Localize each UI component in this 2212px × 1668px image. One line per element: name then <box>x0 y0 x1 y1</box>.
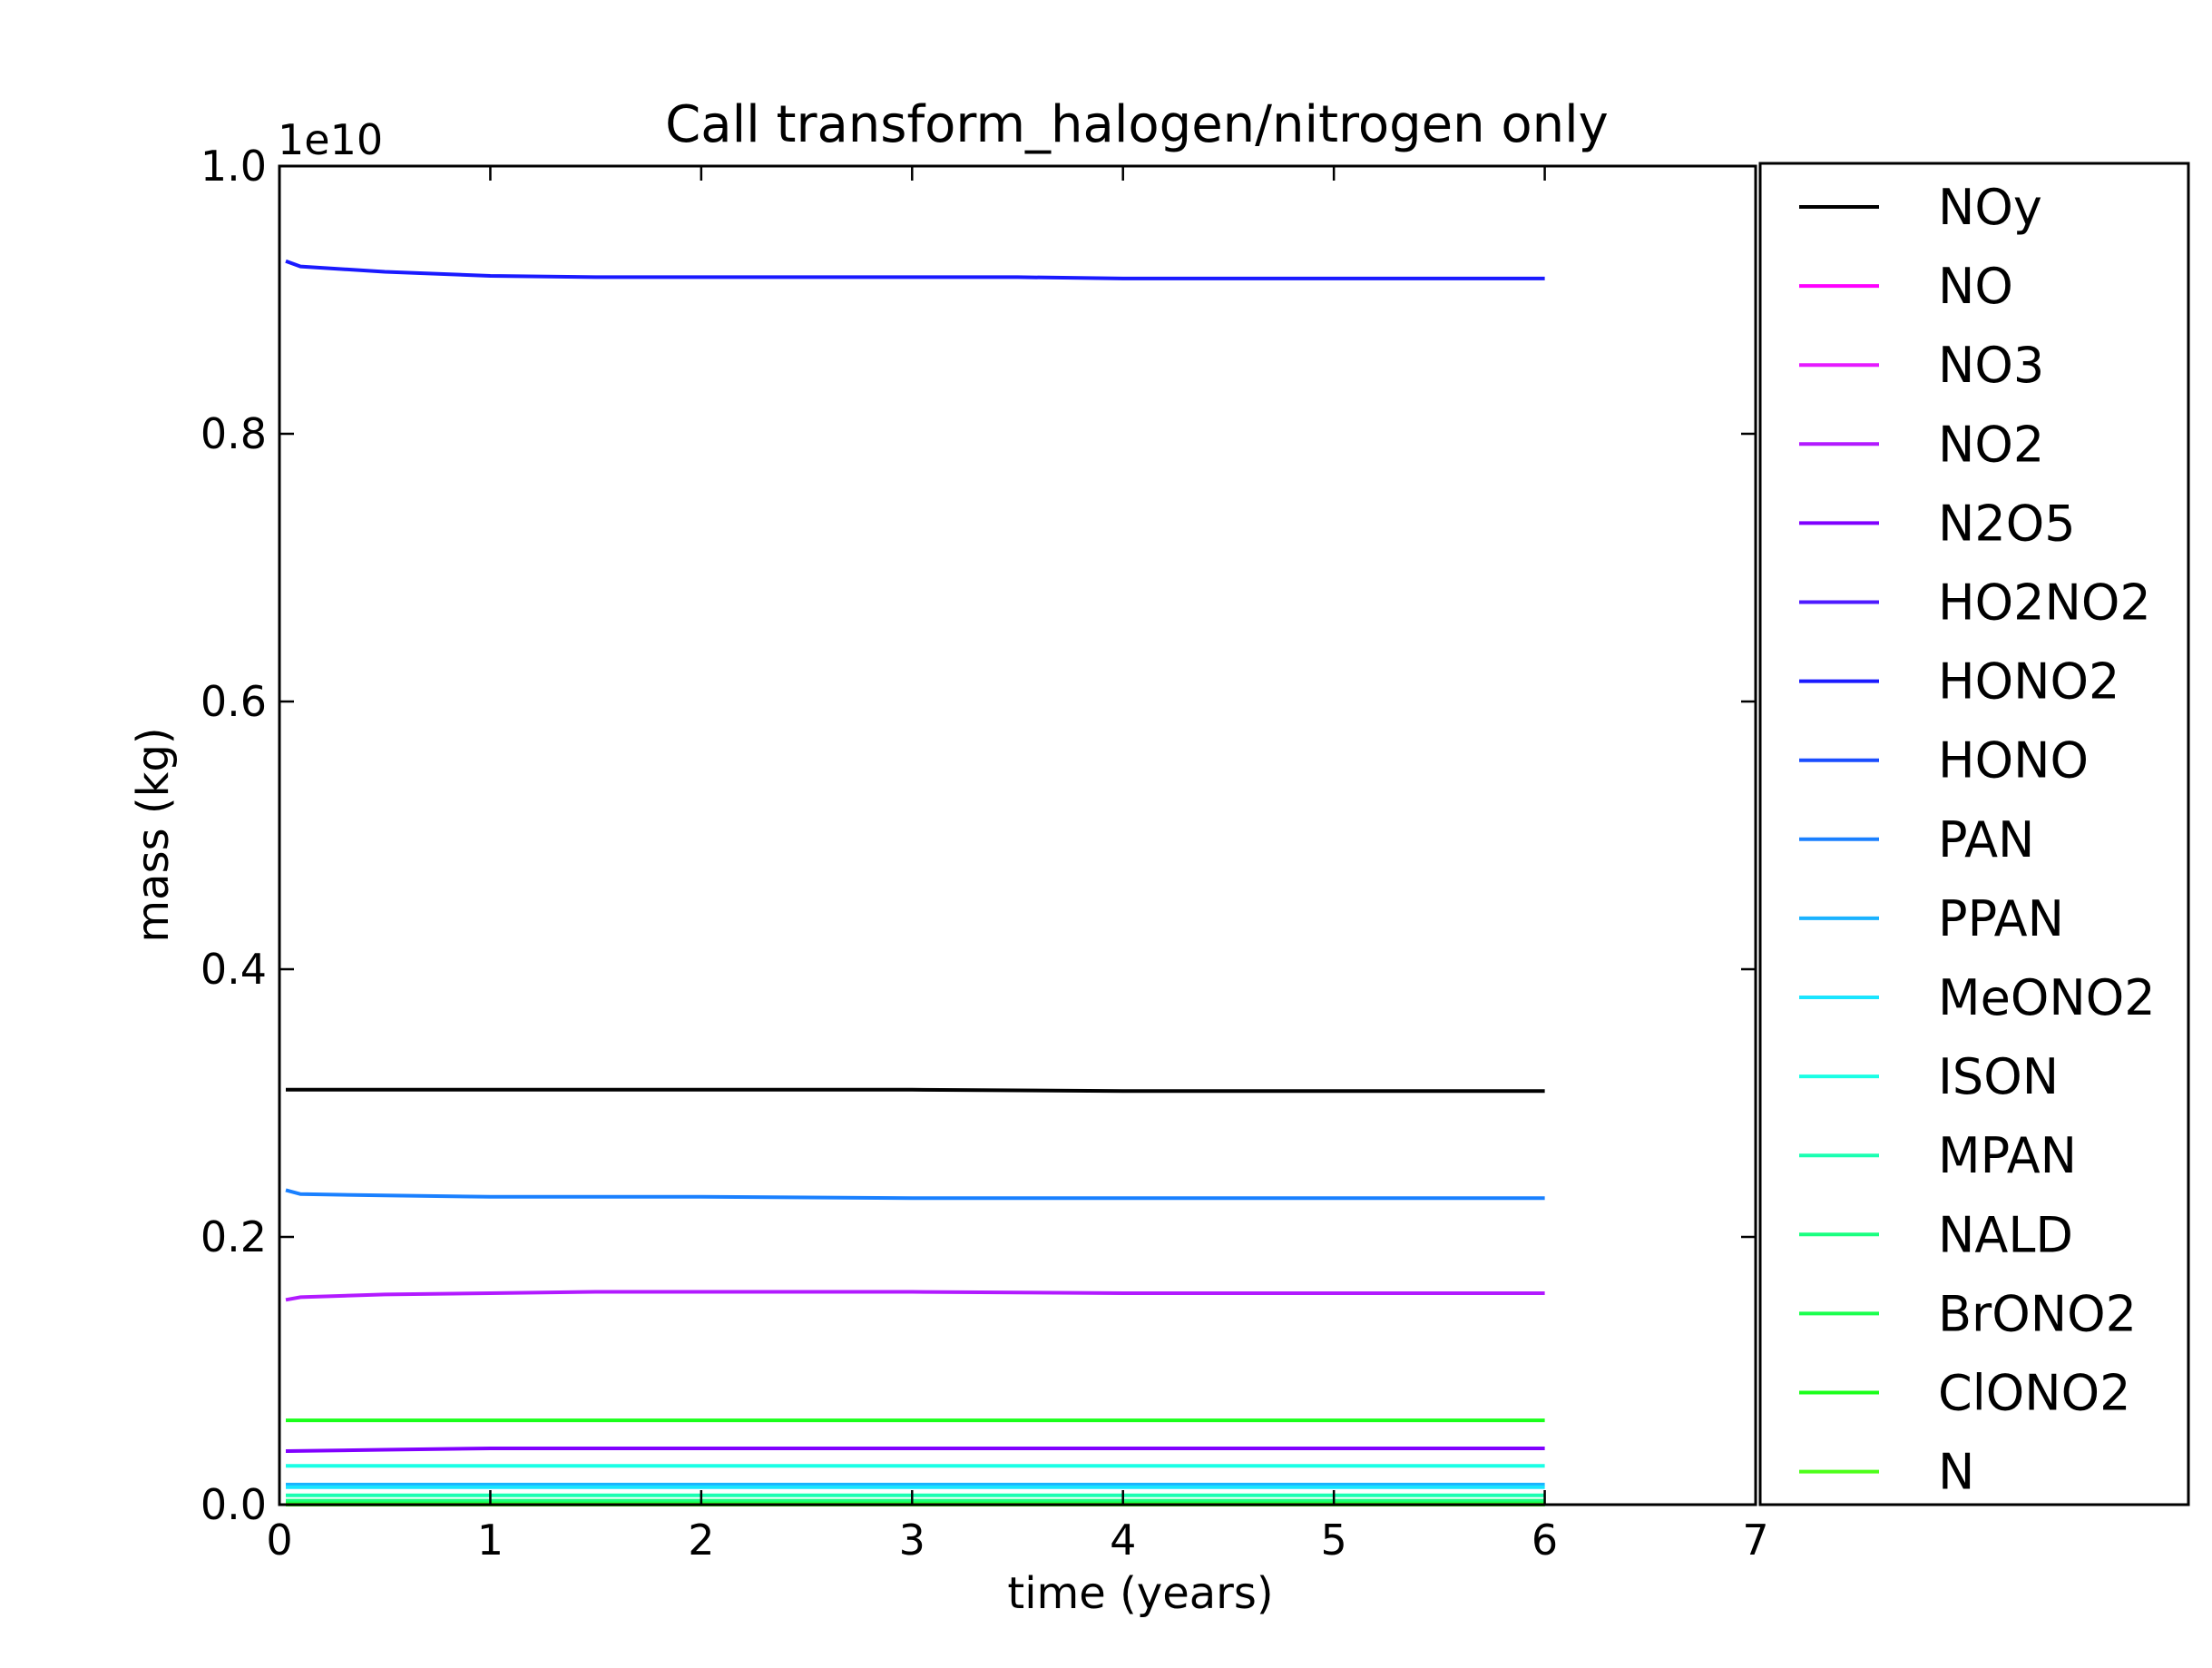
legend-label-clono2: ClONO2 <box>1938 1365 2130 1422</box>
x-tick-label: 6 <box>1532 1516 1558 1565</box>
x-tick-label: 0 <box>266 1516 292 1565</box>
x-tick-label: 3 <box>899 1516 925 1565</box>
series-line-n2o5 <box>285 1447 1545 1453</box>
legend-label-no3: NO3 <box>1938 337 2044 394</box>
y-offset-label: 1e10 <box>278 115 383 164</box>
chart-title: Call transform_halogen/nitrogen only <box>665 95 1609 154</box>
legend-label-ho2no2: HO2NO2 <box>1938 574 2151 632</box>
legend-label-n: N <box>1938 1444 1974 1501</box>
x-tick-label: 7 <box>1742 1516 1768 1565</box>
legend-label-meono2: MeONO2 <box>1938 969 2156 1026</box>
legend-label-no: NO <box>1938 258 2013 315</box>
x-tick-label: 4 <box>1110 1516 1136 1565</box>
series-line-no2 <box>285 1290 1545 1302</box>
y-tick-label: 1.0 <box>201 142 267 191</box>
legend-label-no2: NO2 <box>1938 416 2044 473</box>
y-tick-label: 0.6 <box>201 677 267 726</box>
series-line-pan <box>285 1188 1545 1201</box>
legend-label-ison: ISON <box>1938 1048 2059 1105</box>
y-axis-label: mass (kg) <box>128 727 179 942</box>
legend-label-hono2: HONO2 <box>1938 653 2119 711</box>
y-tick-label: 0.0 <box>201 1480 267 1529</box>
legend-label-n2o5: N2O5 <box>1938 495 2076 552</box>
legend-label-hono: HONO <box>1938 732 2089 790</box>
series-line-noy <box>286 1087 1545 1094</box>
y-axis-ticks: 0.0 0.2 0.4 0.6 0.8 1.0 <box>201 142 1756 1529</box>
legend: NOy NO NO3 NO2 N2O5 HO2NO2 HONO2 HONO PAN PPAN MeO… <box>1758 162 2190 1506</box>
y-tick-label: 0.8 <box>201 409 267 458</box>
plot-frame <box>278 164 1757 1506</box>
y-tick-label: 0.4 <box>201 945 267 994</box>
series-line-hono2 <box>285 259 1545 280</box>
x-axis-ticks: 0 1 2 3 4 5 6 7 <box>266 166 1769 1565</box>
x-tick-label: 5 <box>1321 1516 1347 1565</box>
legend-label-pan: PAN <box>1938 811 2034 868</box>
legend-label-ppan: PPAN <box>1938 890 2064 947</box>
x-tick-label: 2 <box>688 1516 714 1565</box>
legend-label-brono2: BrONO2 <box>1938 1285 2137 1342</box>
x-axis-label: time (years) <box>1007 1568 1273 1619</box>
x-tick-label: 1 <box>477 1516 504 1565</box>
legend-label-mpan: MPAN <box>1938 1127 2077 1184</box>
y-tick-label: 0.2 <box>201 1212 267 1261</box>
legend-label-nald: NALD <box>1938 1206 2073 1263</box>
legend-label-noy: NOy <box>1938 179 2042 236</box>
legend-frame <box>1758 162 2190 1506</box>
